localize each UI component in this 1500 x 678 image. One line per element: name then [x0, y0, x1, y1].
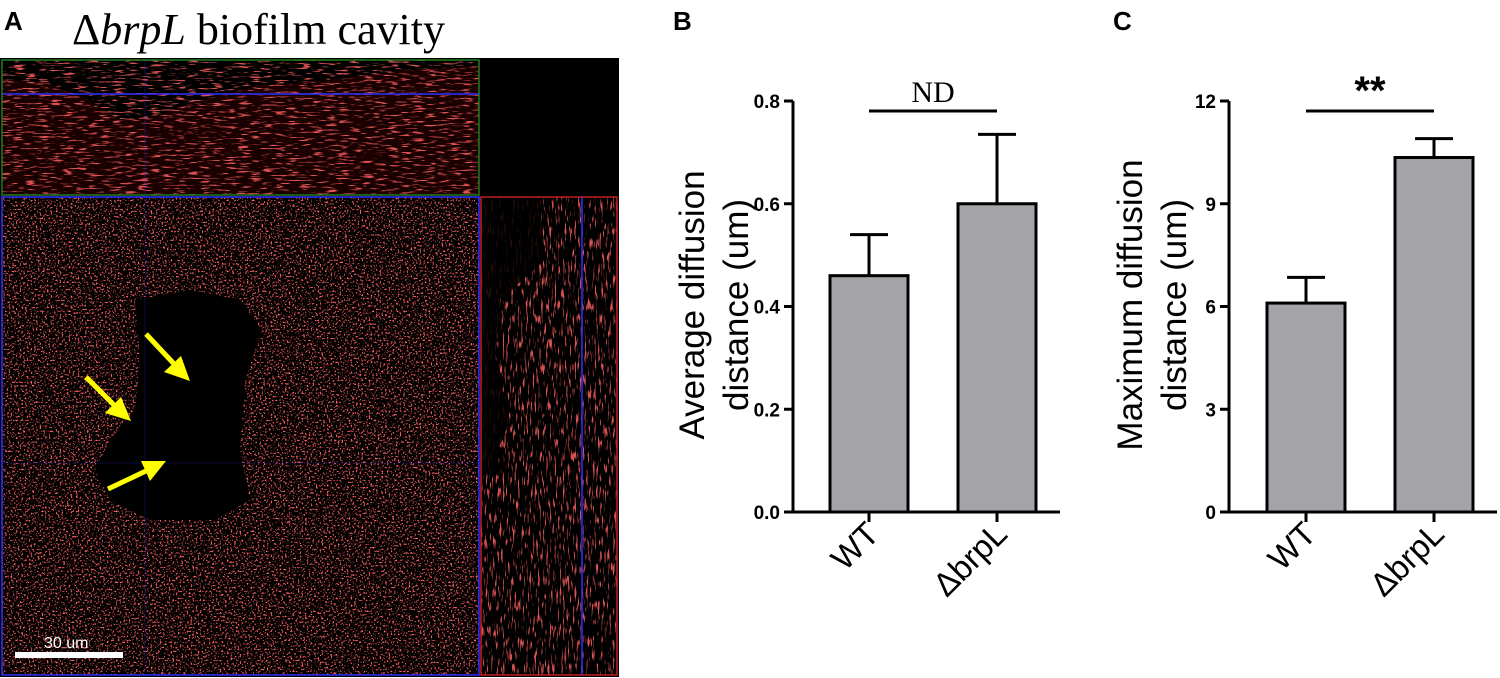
main-view-border [1, 196, 480, 676]
b-y-tick-label: 0.4 [754, 298, 781, 319]
c-y-tick-label: 12 [1195, 92, 1216, 113]
scale-bar [15, 652, 123, 658]
c-ylabel-line2: distance (um) [1155, 199, 1194, 411]
panel-a-title: ΔbrpL biofilm cavity [72, 5, 445, 54]
c-y-tick-label: 3 [1205, 400, 1216, 421]
b-bar-brpl [956, 202, 1038, 514]
cavity-arrows [84, 332, 190, 492]
c-y-tick-label: 0 [1205, 503, 1216, 524]
panel-a-letter: A [4, 6, 23, 36]
b-y-tick-label: 0.8 [754, 92, 780, 113]
c-ylabel-line1: Maximum diffusion [1111, 159, 1150, 450]
b-significance-label: ND [911, 76, 954, 109]
c-plot-area: 0 3 6 9 12 WT ΔbrpL ** [1195, 69, 1497, 603]
b-category-label: WT [824, 515, 886, 577]
c-y-tick-label: 6 [1205, 298, 1216, 319]
b-category-label: ΔbrpL [925, 515, 1013, 603]
right-view-border [480, 196, 618, 676]
top-orthogonal-view [2, 60, 479, 195]
b-ylabel-line2: distance (um) [717, 199, 756, 411]
panel-a: A ΔbrpL biofilm cavity [0, 5, 619, 677]
panel-c: C Maximum diffusion distance (um) 0 3 6 9 12… [1111, 6, 1497, 603]
scale-bar-label: 30 um [44, 635, 88, 652]
b-plot-area: 0.0 0.2 0.4 0.6 0.8 WT ΔbrpL ND [754, 76, 1060, 603]
b-ylabel-line1: Average diffusion [673, 170, 712, 439]
panel-b: B Average diffusion distance (um) 0.0 0.2… [673, 6, 1060, 603]
arrow-icon [106, 461, 166, 492]
b-y-tick-label: 0.6 [754, 195, 780, 216]
panel-c-letter: C [1113, 6, 1132, 36]
b-bar-wt [828, 274, 910, 514]
c-category-label: ΔbrpL [1362, 515, 1450, 603]
main-xy-view [2, 197, 479, 675]
c-bar-brpl [1393, 156, 1475, 514]
arrow-icon [84, 375, 131, 421]
c-y-tick-label: 9 [1205, 195, 1216, 216]
biofilm-cavity [95, 290, 262, 520]
c-significance-label: ** [1354, 69, 1386, 113]
right-orthogonal-view [481, 197, 617, 675]
b-y-tick-label: 0.2 [754, 400, 780, 421]
b-y-tick-label: 0.0 [754, 503, 780, 524]
c-bar-wt [1265, 301, 1347, 514]
arrow-icon [144, 332, 190, 381]
panel-b-letter: B [673, 6, 692, 36]
top-view-border [1, 59, 480, 196]
c-category-label: WT [1261, 515, 1323, 577]
